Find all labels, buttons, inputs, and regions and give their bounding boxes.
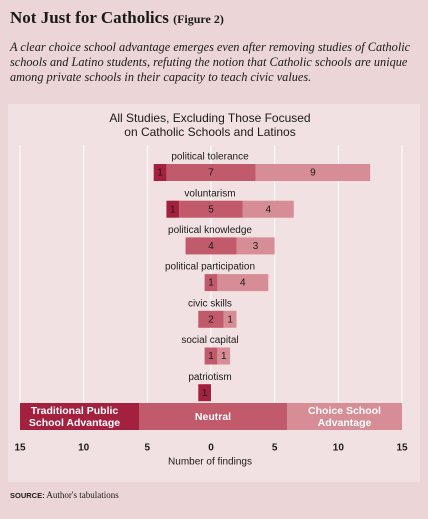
bar-segment [185,237,237,255]
subtitle: A clear choice school advantage emerges … [10,40,411,84]
source-label: SOURCE: [10,491,45,500]
value-label: 9 [310,168,316,179]
bar-segment [166,164,256,181]
bar-segment [236,237,275,255]
value-label: 1 [202,388,208,399]
x-tick-label: 10 [78,443,90,454]
source-text: Author's tabulations [46,490,119,500]
bar-segment [198,384,211,402]
x-tick-label: 5 [145,443,151,454]
category-label: voluntarism [184,188,235,199]
value-label: 2 [208,314,214,325]
source: SOURCE: Author's tabulations [10,490,119,500]
value-label: 4 [240,278,246,289]
value-label: 7 [208,168,214,179]
value-label: 4 [208,241,214,252]
bar-segment [217,347,231,365]
category-label: political knowledge [168,225,252,236]
legend-item: Choice School Advantage [287,403,402,430]
value-label: 1 [227,314,233,325]
x-axis-label: Number of findings [168,457,252,468]
value-label: 3 [253,241,259,252]
category-label: political tolerance [171,152,249,163]
value-label: 1 [208,351,214,362]
figure-label: (Figure 2) [173,12,224,26]
value-label: 5 [208,204,214,215]
x-tick-label: 15 [396,443,408,454]
category-label: social capital [181,335,238,346]
value-label: 1 [221,351,227,362]
bar-segment [223,310,237,328]
chart-title: All Studies, Excluding Those Focused on C… [109,111,310,139]
bar-segment [242,200,294,218]
value-label: 4 [266,204,272,215]
x-tick-label: 15 [14,443,26,454]
value-label: 1 [170,204,176,215]
legend-item: Neutral [139,403,287,430]
bar-segment [204,347,218,365]
title-text: Not Just for Catholics [10,8,169,27]
bar-segment [255,164,371,181]
x-tick-label: 10 [333,443,345,454]
x-tick-label: 5 [272,443,278,454]
category-label: political participation [165,262,255,273]
bar-segment [217,274,269,292]
bar-segment [204,274,218,292]
bar-segment [153,164,167,181]
bar-segment [179,200,243,218]
category-label: civic skills [188,298,232,309]
bar-segment [166,200,180,218]
x-tick-label: 0 [208,443,214,454]
value-label: 1 [208,278,214,289]
bar-segment [198,310,224,328]
legend-item: Traditional Public School Advantage [20,403,139,430]
title: Not Just for Catholics (Figure 2) [10,8,224,28]
category-label: patriotism [188,372,231,383]
value-label: 1 [157,168,163,179]
